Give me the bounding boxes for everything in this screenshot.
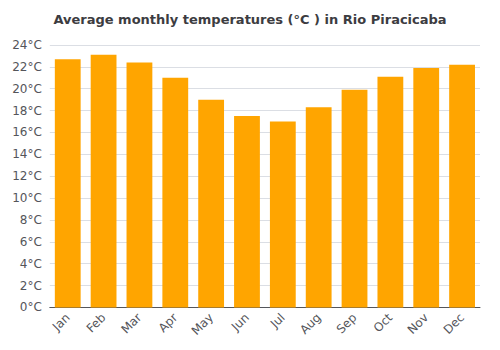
svg-text:18°C: 18°C [12, 104, 42, 118]
svg-text:8°C: 8°C [20, 213, 42, 227]
svg-text:May: May [189, 311, 216, 338]
svg-text:Feb: Feb [84, 311, 109, 336]
svg-text:Sep: Sep [334, 311, 360, 337]
svg-text:Apr: Apr [156, 310, 181, 335]
svg-text:2°C: 2°C [20, 279, 42, 293]
svg-text:12°C: 12°C [12, 169, 42, 183]
svg-text:10°C: 10°C [12, 191, 42, 205]
svg-text:Jun: Jun [228, 311, 252, 335]
svg-text:Jul: Jul [267, 311, 288, 332]
svg-text:6°C: 6°C [20, 235, 42, 249]
svg-text:4°C: 4°C [20, 257, 42, 271]
svg-text:Aug: Aug [297, 311, 323, 337]
svg-text:Mar: Mar [118, 310, 144, 336]
svg-text:14°C: 14°C [12, 147, 42, 161]
svg-text:Average monthly temperatures (: Average monthly temperatures (°C ) in Ri… [53, 12, 446, 27]
svg-text:24°C: 24°C [12, 38, 42, 52]
svg-text:Dec: Dec [441, 311, 467, 337]
svg-text:0°C: 0°C [20, 300, 42, 314]
svg-text:22°C: 22°C [12, 60, 42, 74]
svg-text:Nov: Nov [405, 311, 431, 337]
svg-text:16°C: 16°C [12, 125, 42, 139]
svg-text:Oct: Oct [371, 310, 396, 335]
svg-text:Jan: Jan [49, 311, 73, 335]
svg-text:20°C: 20°C [12, 82, 42, 96]
